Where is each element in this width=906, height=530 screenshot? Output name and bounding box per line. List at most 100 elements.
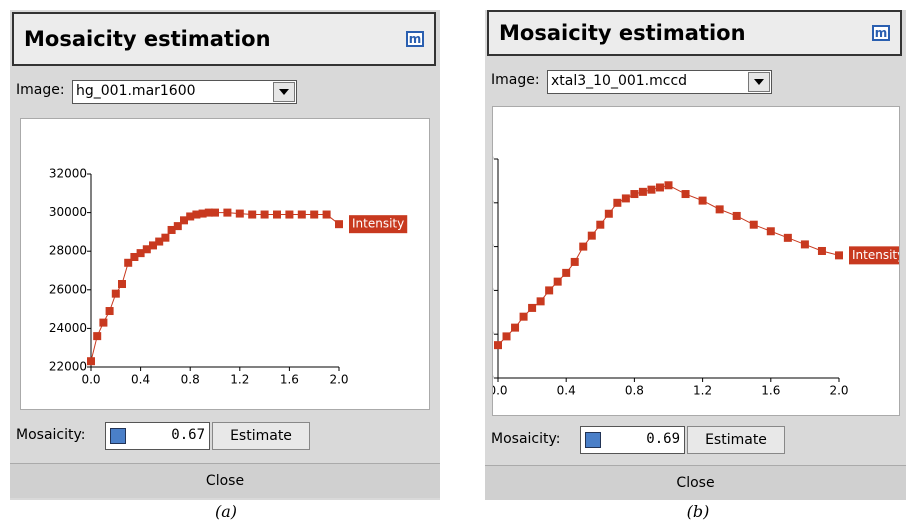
data-point — [494, 341, 502, 350]
y-tick-label: 2000 — [493, 371, 494, 385]
data-point — [621, 194, 630, 203]
data-point — [130, 252, 139, 261]
y-tick-label: 32000 — [49, 167, 87, 181]
x-tick-label: 0.8 — [625, 384, 644, 398]
x-tick-label: 2.0 — [329, 373, 348, 387]
data-point — [173, 222, 182, 231]
data-point — [310, 210, 319, 219]
x-tick-label: 0.0 — [493, 384, 508, 398]
data-point — [519, 312, 528, 321]
data-point — [192, 210, 201, 219]
data-point — [99, 318, 108, 327]
caption: (a) — [214, 502, 238, 521]
data-point — [647, 185, 656, 194]
data-point — [536, 297, 545, 306]
estimate-button[interactable]: Estimate — [687, 426, 785, 454]
chart-area: 2000 4000 6000 8000 10000 12000 0.0 0.4 0.8 1.2 1.… — [456, 106, 906, 416]
data-point — [698, 196, 707, 205]
data-point — [502, 332, 511, 341]
legend: Intensity — [849, 246, 906, 265]
data-point — [749, 220, 758, 229]
data-point — [630, 190, 639, 199]
close-button[interactable]: Close — [10, 463, 440, 498]
data-point — [579, 242, 588, 251]
data-point — [260, 210, 269, 219]
combo-arrow[interactable] — [748, 72, 770, 92]
data-point — [167, 225, 176, 234]
y-tick-label: 12000 — [493, 152, 494, 166]
data-point — [596, 220, 605, 229]
image-combo[interactable]: hg_001.mar1600 — [72, 80, 297, 104]
caption: (b) — [686, 502, 710, 521]
y-tick-label: 30000 — [49, 205, 87, 219]
legend: Intensity — [349, 215, 408, 234]
data-point — [142, 245, 151, 254]
mosaicity-input[interactable]: 0.67 — [105, 422, 210, 450]
y-tick-label: 10000 — [493, 195, 494, 209]
data-point — [118, 280, 126, 289]
data-point — [783, 233, 792, 242]
x-tick-label: 1.6 — [280, 373, 299, 387]
legend-swatch — [349, 215, 408, 234]
x-tick-label: 1.6 — [761, 384, 780, 398]
data-point — [223, 208, 232, 217]
data-point — [587, 231, 596, 240]
y-tick-label: 28000 — [49, 244, 87, 258]
y-tick-label: 26000 — [49, 282, 87, 296]
x-tick-label: 1.2 — [693, 384, 712, 398]
y-tick-label: 6000 — [493, 283, 494, 297]
data-point — [149, 241, 157, 250]
title-bar: Mosaicity estimation m — [487, 10, 902, 56]
data-point — [664, 181, 673, 190]
data-point — [87, 357, 95, 366]
window-icon[interactable]: m — [872, 25, 890, 41]
data-point — [545, 286, 554, 295]
data-point — [124, 258, 133, 267]
y-tick-label: 4000 — [493, 327, 494, 341]
legend-label: Intensity — [852, 248, 899, 262]
data-point — [105, 307, 114, 316]
data-point — [211, 208, 219, 217]
data-point — [136, 249, 145, 258]
data-point — [835, 251, 843, 260]
image-label: Image: — [491, 72, 540, 88]
image-combo[interactable]: xtal3_10_001.mccd — [547, 70, 772, 94]
x-tick-label: 1.2 — [230, 373, 249, 387]
legend-label: Intensity — [352, 217, 404, 231]
data-point — [562, 268, 571, 277]
data-point — [655, 183, 664, 192]
data-point — [273, 210, 281, 219]
data-point — [817, 246, 826, 255]
data-point — [335, 220, 343, 229]
data-point — [800, 240, 809, 249]
dialog-title: Mosaicity estimation — [24, 27, 271, 51]
data-point — [161, 233, 170, 242]
data-point — [180, 216, 188, 225]
dialog-title: Mosaicity estimation — [499, 21, 746, 45]
data-point — [732, 211, 741, 220]
mosaicity-input[interactable]: 0.69 — [580, 426, 685, 454]
data-point — [528, 303, 537, 312]
y-tick-label: 8000 — [493, 239, 494, 253]
data-point — [322, 210, 331, 219]
legend-swatch — [849, 246, 906, 265]
data-point — [638, 187, 647, 196]
window-icon[interactable]: m — [406, 31, 424, 47]
y-tick-label: 22000 — [49, 360, 87, 374]
dialog: Mosaicity estimation m Image: xtal3_10_001.… — [456, 10, 906, 500]
estimate-button[interactable]: Estimate — [212, 422, 310, 450]
data-point — [186, 212, 195, 221]
x-tick-label: 2.0 — [829, 384, 848, 398]
close-button[interactable]: Close — [485, 465, 906, 500]
arrow-icon — [754, 79, 764, 85]
data-point — [111, 289, 120, 298]
input-icon — [585, 432, 601, 448]
combo-arrow[interactable] — [273, 82, 295, 102]
series-line — [90, 212, 340, 362]
data-point — [613, 198, 622, 207]
data-point — [198, 209, 207, 218]
arrow-icon — [279, 89, 289, 95]
x-tick-label: 0.0 — [81, 373, 100, 387]
data-point — [93, 332, 102, 341]
